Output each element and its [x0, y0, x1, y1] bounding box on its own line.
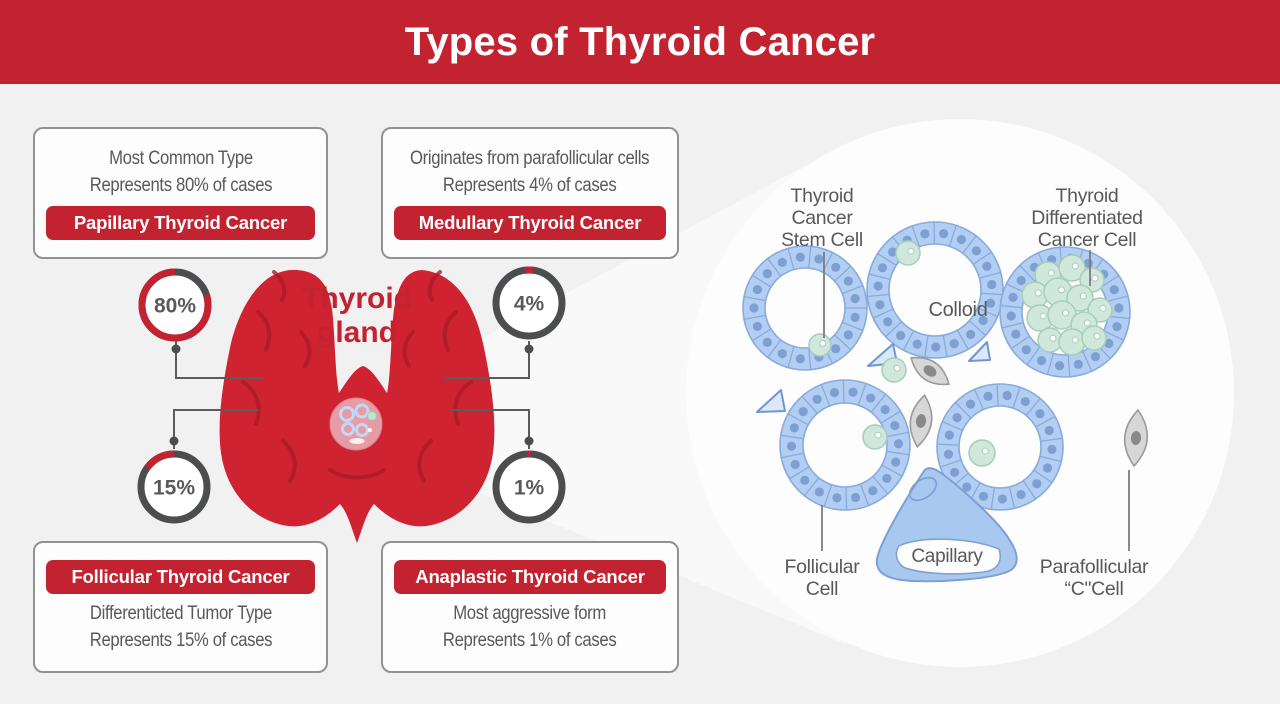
follicle — [779, 379, 911, 511]
follicular-card: Follicular Thyroid Cancer Differenticted… — [33, 541, 328, 673]
capillary-label: Capillary — [911, 546, 983, 567]
parafollicular-cell-label: Parafollicular “C"Cell — [1039, 556, 1149, 600]
anaplastic-description: Most aggressive form Represents 1% of ca… — [443, 602, 617, 651]
small-capillary-icon — [756, 389, 786, 413]
spindle-cell — [1123, 408, 1149, 468]
follicular-description: Differenticted Tumor Type Represents 15%… — [89, 602, 272, 651]
capillary-shape — [875, 467, 1018, 583]
gland-texture-line — [328, 468, 386, 480]
papillary-card: Most Common Type Represents 80% of cases… — [33, 127, 328, 259]
percent-badge-15: 15% — [153, 477, 195, 500]
papillary-name-badge: Papillary Thyroid Cancer — [46, 206, 315, 241]
medullary-name-badge: Medullary Thyroid Cancer — [394, 206, 666, 241]
gland-texture-line — [417, 439, 433, 483]
small-capillary-icon — [968, 341, 991, 362]
cancer-cell — [1081, 325, 1107, 351]
gland-texture-line — [256, 310, 272, 352]
cancer-cell-cluster — [1021, 254, 1113, 356]
percent-badge-1: 1% — [514, 477, 545, 500]
diagram-graphics — [137, 119, 1234, 667]
percent-badge-4: 4% — [514, 293, 545, 316]
gland-texture-line — [442, 310, 458, 352]
cancer-cell — [881, 357, 907, 383]
follicular-cell-label: Follicular Cell — [784, 556, 860, 600]
follicle — [742, 245, 868, 371]
cancer-cell — [1058, 328, 1086, 356]
cancer-cell — [1058, 254, 1086, 282]
gland-texture-line — [427, 270, 442, 302]
anaplastic-name-badge: Anaplastic Thyroid Cancer — [394, 559, 666, 594]
differentiated-cancer-cell-label: Thyroid Differentiated Cancer Cell — [1031, 185, 1143, 251]
page-title: Types of Thyroid Cancer — [404, 19, 876, 64]
colloid-label: Colloid — [928, 299, 988, 321]
gland-texture-line — [281, 439, 297, 483]
gland-texture-line — [453, 380, 473, 426]
spindle-cell — [909, 393, 933, 449]
percent-badge-80: 80% — [154, 295, 196, 318]
follicle — [936, 383, 1064, 511]
gland-texture-line — [402, 330, 415, 368]
percent-donut — [138, 268, 212, 342]
medullary-description: Originates from parafollicular cells Rep… — [410, 147, 650, 196]
percent-donut — [492, 266, 566, 340]
percent-connector — [450, 409, 534, 449]
percent-badges: 80% 4% 15% 1% — [153, 293, 545, 500]
percent-donut — [137, 450, 211, 524]
cancer-cell — [895, 240, 921, 266]
spindle-cell — [910, 356, 950, 386]
gland-texture-line — [241, 380, 261, 426]
cancer-cell — [808, 333, 832, 357]
thyroid-gland-label: Thyroid gland — [302, 282, 412, 349]
follicular-name-badge: Follicular Thyroid Cancer — [46, 559, 315, 594]
anaplastic-card: Anaplastic Thyroid Cancer Most aggressiv… — [381, 541, 679, 673]
percent-connector — [171, 341, 262, 379]
percent-donut — [492, 450, 566, 524]
cancer-cell — [1066, 284, 1094, 312]
cancer-cell — [1047, 300, 1077, 330]
gland-inset-circle — [329, 397, 383, 451]
percent-connector — [444, 341, 534, 379]
follicle — [866, 221, 1004, 359]
stem-cell-label: Thyroid Cancer Stem Cell — [781, 185, 863, 251]
cancer-cell — [862, 424, 888, 450]
cancer-cell — [968, 439, 996, 467]
papillary-description: Most Common Type Represents 80% of cases — [89, 147, 272, 196]
gland-texture-line — [272, 270, 287, 302]
gland-texture-line — [299, 330, 312, 368]
medullary-card: Originates from parafollicular cells Rep… — [381, 127, 679, 259]
percent-connector — [169, 409, 258, 449]
header-banner: Types of Thyroid Cancer — [0, 0, 1280, 84]
